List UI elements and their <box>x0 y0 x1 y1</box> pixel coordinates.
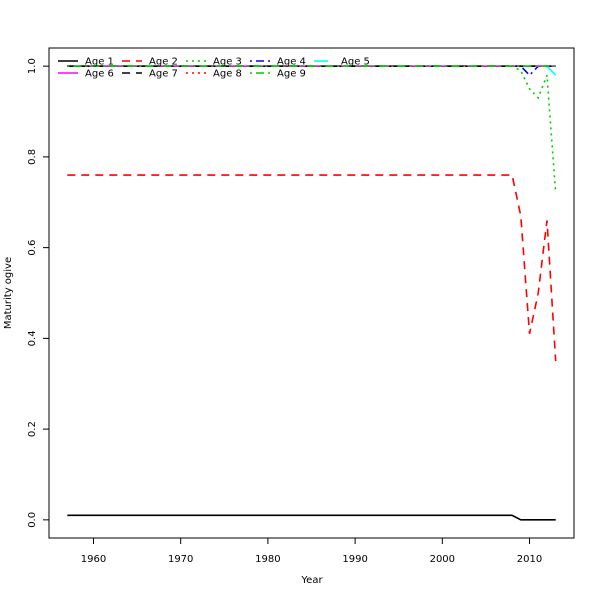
y-tick-label: 0.0 <box>27 512 38 528</box>
legend-label-age-5: Age 5 <box>341 57 370 68</box>
legend-label-age-6: Age 6 <box>85 69 114 80</box>
series-line-age-3 <box>67 65 557 194</box>
x-tick-label: 1970 <box>168 554 193 565</box>
plot-frame <box>48 47 575 539</box>
x-tick-label: 1980 <box>255 554 280 565</box>
legend-label-age-9: Age 9 <box>277 69 306 80</box>
y-tick-label: 1.0 <box>27 58 38 74</box>
legend-label-age-7: Age 7 <box>149 69 178 80</box>
x-axis: 1960 1970 1980 1990 2000 2010 <box>81 538 542 565</box>
x-tick-label: 2000 <box>430 554 455 565</box>
x-axis-title: Year <box>300 575 323 586</box>
x-tick-label: 1960 <box>81 554 106 565</box>
legend-label-age-2: Age 2 <box>149 57 178 68</box>
series-line-age-1 <box>67 514 556 521</box>
legend-label-age-8: Age 8 <box>213 69 242 80</box>
y-tick-label: 0.6 <box>27 240 38 256</box>
y-tick-label: 0.4 <box>27 330 38 346</box>
legend-label-age-3: Age 3 <box>213 57 242 68</box>
series-layer <box>67 65 557 521</box>
y-axis: 0.0 0.2 0.4 0.6 0.8 1.0 <box>27 58 49 528</box>
x-tick-label: 1990 <box>342 554 367 565</box>
legend-label-age-4: Age 4 <box>277 57 306 68</box>
series-line-age-4 <box>67 65 556 77</box>
y-tick-label: 0.2 <box>27 421 38 437</box>
legend: Age 1 Age 2 Age 3 Age 4 Age 5 Age 6 Age 7 Age 8… <box>58 57 370 80</box>
x-tick-label: 2010 <box>517 554 542 565</box>
legend-label-age-1: Age 1 <box>85 57 114 68</box>
series-line-age-5 <box>67 65 557 76</box>
series-line-age-2 <box>67 174 557 362</box>
y-tick-label: 0.8 <box>27 149 38 165</box>
y-axis-title: Maturity ogive <box>3 257 14 329</box>
